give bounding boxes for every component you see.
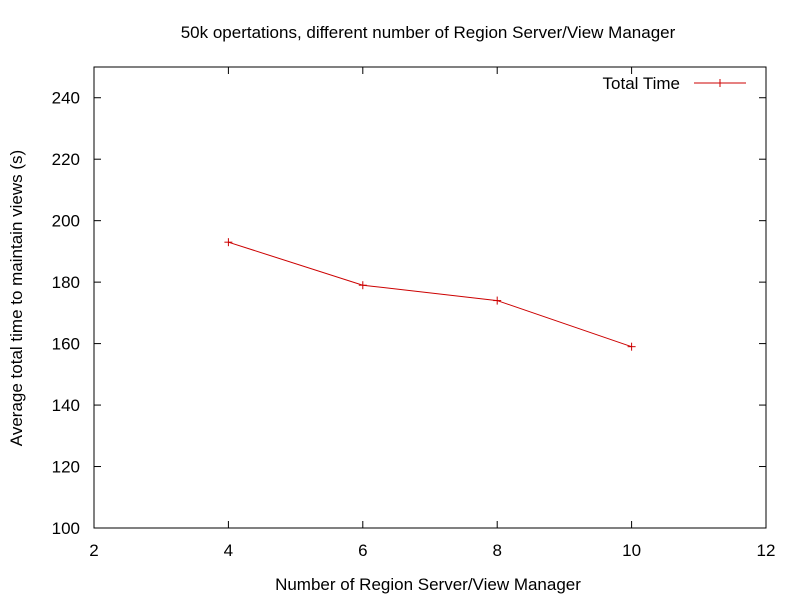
x-tick-label: 12 [757, 541, 776, 560]
y-tick-label: 220 [52, 150, 80, 169]
x-tick-label: 4 [224, 541, 233, 560]
series-line-total-time [228, 241, 632, 348]
y-tick-label: 240 [52, 89, 80, 108]
x-tick-label: 8 [492, 541, 501, 560]
data-point-marker [358, 281, 367, 290]
x-tick-label: 2 [89, 541, 98, 560]
y-tick-label: 140 [52, 396, 80, 415]
axes [93, 66, 767, 529]
series [224, 238, 636, 351]
tick-labels: 2 4 6 8 10 12 100 120 140 160 180 200 220 240 [52, 89, 776, 560]
y-tick-label: 180 [52, 273, 80, 292]
data-point-marker [224, 238, 233, 247]
x-axis-label: Number of Region Server/View Manager [275, 575, 581, 594]
data-point-marker [493, 296, 502, 305]
plot-frame [93, 66, 767, 529]
data-point-marker [627, 342, 636, 351]
y-tick-label: 160 [52, 335, 80, 354]
tick-marks [93, 67, 767, 529]
x-tick-label: 6 [358, 541, 367, 560]
y-tick-label: 120 [52, 458, 80, 477]
x-tick-label: 10 [622, 541, 641, 560]
legend-label-total-time: Total Time [603, 74, 680, 93]
y-tick-label: 200 [52, 212, 80, 231]
legend: Total Time [603, 74, 746, 93]
legend-sample-total-time [694, 79, 746, 87]
chart-title: 50k opertations, different number of Reg… [181, 23, 676, 42]
y-axis-label: Average total time to maintain views (s) [7, 150, 26, 446]
y-tick-label: 100 [52, 519, 80, 538]
